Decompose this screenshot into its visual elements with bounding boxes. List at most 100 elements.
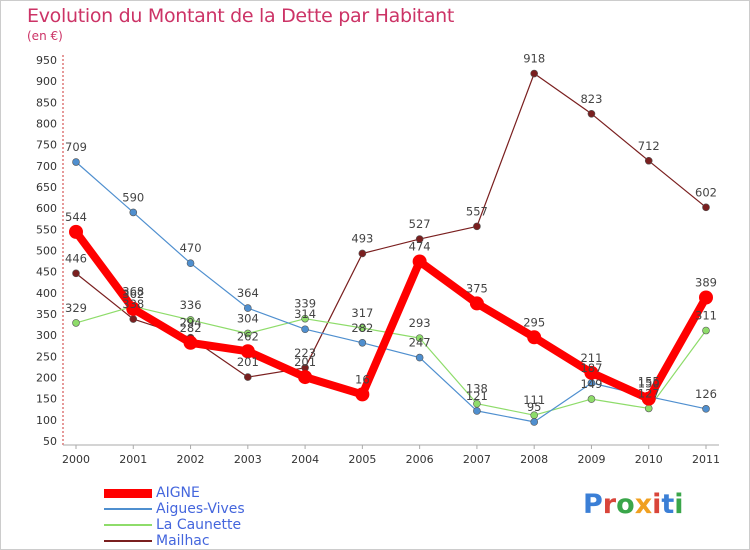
data-point xyxy=(69,224,83,239)
x-tick-label: 2003 xyxy=(234,453,262,466)
y-tick-label: 350 xyxy=(36,308,57,321)
data-point xyxy=(469,296,484,311)
data-point xyxy=(702,203,710,212)
legend-label: La Caunette xyxy=(156,517,242,533)
y-tick-label: 850 xyxy=(36,96,57,109)
data-point xyxy=(358,324,367,332)
y-tick-label: 500 xyxy=(36,245,57,258)
data-label: 389 xyxy=(695,275,717,289)
data-label: 150 xyxy=(638,377,660,391)
legend-swatch xyxy=(104,508,152,510)
data-label: 527 xyxy=(409,217,431,231)
data-labels: 544 362 282 262 201 16 474 375 295 211 150 389 709 59… xyxy=(65,52,717,414)
legend-label: Mailhac xyxy=(156,533,210,549)
data-point xyxy=(186,259,195,268)
y-tick-label: 150 xyxy=(36,393,57,406)
data-label: 149 xyxy=(580,377,602,391)
y-tick-label: 800 xyxy=(36,118,57,131)
data-label: 223 xyxy=(294,346,316,360)
data-point xyxy=(358,338,367,347)
data-point xyxy=(587,395,596,403)
data-point xyxy=(412,254,427,269)
data-label: 493 xyxy=(351,231,373,245)
data-point xyxy=(129,208,138,217)
data-point xyxy=(355,387,370,402)
data-label: 127 xyxy=(638,386,660,400)
data-point xyxy=(301,314,309,323)
data-point xyxy=(126,301,141,316)
legend-swatch xyxy=(104,489,152,498)
x-tick-label: 2005 xyxy=(348,453,376,466)
data-point xyxy=(702,405,710,413)
y-tick-label: 550 xyxy=(36,223,57,236)
y-tick-label: 400 xyxy=(36,287,57,300)
data-point xyxy=(530,69,538,78)
data-point xyxy=(587,109,596,118)
y-tick-label: 50 xyxy=(43,435,57,448)
x-tick-label: 2009 xyxy=(577,453,605,466)
series-line-aigues-vives xyxy=(75,161,707,423)
data-point xyxy=(244,373,252,381)
data-label: 368 xyxy=(122,284,144,298)
x-tick-label: 2001 xyxy=(119,453,147,466)
y-tick-label: 950 xyxy=(36,54,57,67)
data-point xyxy=(641,391,656,406)
data-label: 295 xyxy=(523,315,545,329)
data-label: 474 xyxy=(409,240,431,254)
logo-letter: o xyxy=(616,489,635,520)
data-label: 155 xyxy=(638,375,660,389)
x-tick-label: 2006 xyxy=(406,453,434,466)
data-label: 362 xyxy=(122,287,144,301)
data-point xyxy=(702,326,710,335)
data-point xyxy=(699,290,713,305)
data-label: 211 xyxy=(580,351,602,365)
data-point xyxy=(527,330,542,345)
y-tick-label: 250 xyxy=(36,350,57,363)
data-label: 712 xyxy=(638,139,660,153)
data-label: 339 xyxy=(294,297,316,311)
y-tick-label: 450 xyxy=(36,266,57,279)
data-point xyxy=(415,353,424,362)
x-tick-label: 2008 xyxy=(520,453,548,466)
data-point xyxy=(72,158,80,166)
data-point xyxy=(129,315,138,323)
series-lines xyxy=(72,72,710,423)
proxiti-logo: Proxiti xyxy=(583,489,684,520)
data-point xyxy=(183,335,198,350)
data-label: 446 xyxy=(65,251,87,265)
data-point xyxy=(530,418,538,426)
data-label: 262 xyxy=(237,329,259,343)
data-label: 590 xyxy=(122,190,144,204)
data-label: 709 xyxy=(65,140,87,154)
data-point xyxy=(298,370,313,385)
data-point xyxy=(244,329,252,338)
y-tick-label: 100 xyxy=(36,414,57,427)
data-label: 201 xyxy=(237,355,259,369)
logo-letter: r xyxy=(602,489,617,520)
logo-letter: t xyxy=(661,489,675,520)
data-label: 282 xyxy=(180,321,202,335)
logo-letter: x xyxy=(634,489,653,520)
data-label: 282 xyxy=(351,321,373,335)
data-label: 375 xyxy=(466,281,488,295)
data-label: 126 xyxy=(695,387,717,401)
y-tick-label: 200 xyxy=(36,372,57,385)
logo-letter: i xyxy=(652,489,662,520)
chart-title: Evolution du Montant de la Dette par Hab… xyxy=(27,5,455,27)
data-label: 311 xyxy=(695,309,717,323)
data-label: 16 xyxy=(355,372,370,386)
data-label: 111 xyxy=(523,393,545,407)
data-point xyxy=(186,316,195,324)
data-point xyxy=(301,325,309,334)
x-tick-label: 2004 xyxy=(291,453,319,466)
y-tick-label: 900 xyxy=(36,75,57,88)
data-point xyxy=(644,156,653,165)
y-tick-label: 700 xyxy=(36,160,57,173)
data-point xyxy=(473,222,481,231)
data-point xyxy=(244,304,252,312)
data-label: 138 xyxy=(466,382,488,396)
y-tick-label: 300 xyxy=(36,329,57,342)
data-point xyxy=(473,407,481,415)
data-label: 364 xyxy=(237,286,259,300)
data-point xyxy=(240,344,255,359)
